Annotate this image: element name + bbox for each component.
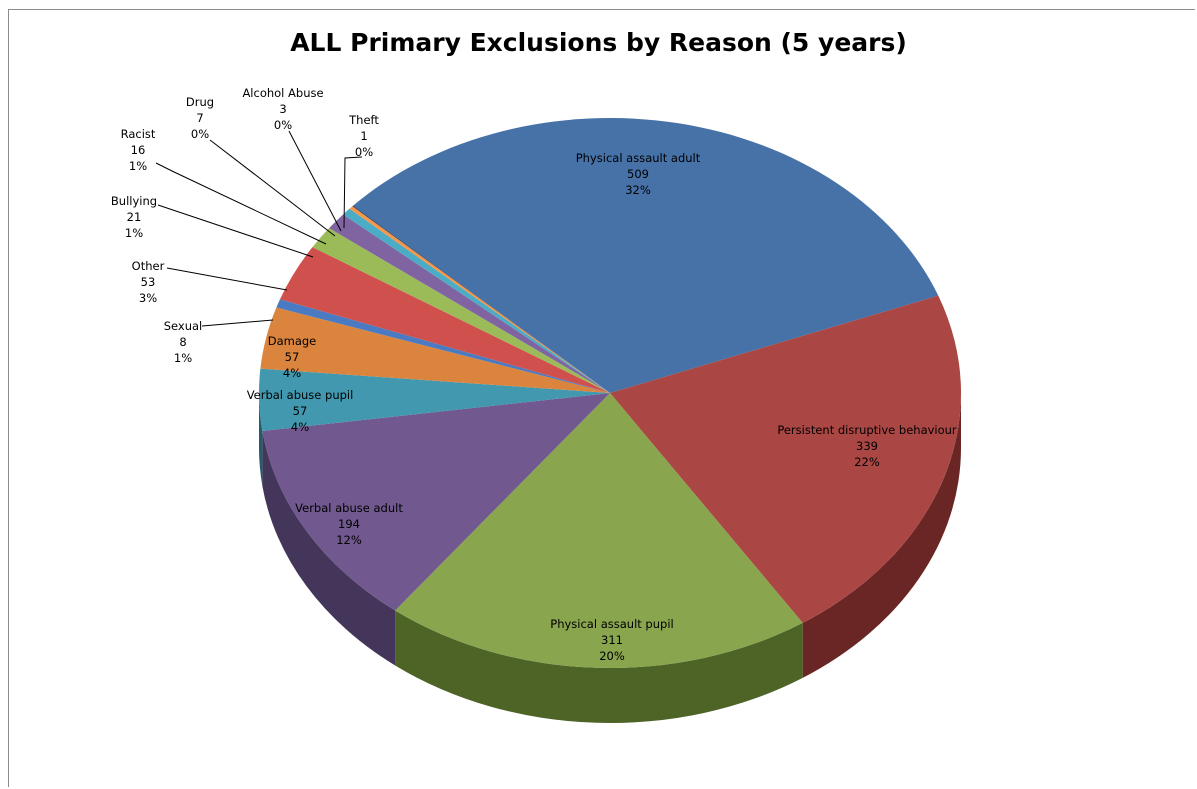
data-label-persistent-disruptive-behaviour-percent: 22% xyxy=(854,455,880,469)
data-label-drug-category: Drug xyxy=(186,95,214,109)
data-label-physical-assault-pupil-percent: 20% xyxy=(599,649,625,663)
pie-slice-theft[interactable] xyxy=(352,205,610,393)
leader-line-racist xyxy=(155,162,327,245)
data-label-damage-percent: 4% xyxy=(283,366,301,380)
leader-line-drug xyxy=(209,139,336,237)
data-label-bullying-value: 21 xyxy=(127,210,142,224)
data-label-verbal-abuse-pupil-value: 57 xyxy=(293,404,308,418)
pie-side-persistent-disruptive-behaviour xyxy=(802,393,961,678)
leader-line-bullying xyxy=(157,204,314,258)
data-label-other-percent: 3% xyxy=(139,291,157,305)
pie-slice-damage[interactable] xyxy=(260,307,610,393)
data-label-sexual-category: Sexual xyxy=(164,319,203,333)
data-label-alcohol-abuse-percent: 0% xyxy=(274,118,292,132)
data-label-alcohol-abuse-value: 3 xyxy=(279,102,286,116)
data-label-physical-assault-adult-value: 509 xyxy=(627,167,649,181)
pie-side-physical-assault-pupil xyxy=(395,610,803,723)
data-label-theft-category: Theft xyxy=(348,113,379,127)
data-label-damage-category: Damage xyxy=(268,334,317,348)
data-label-physical-assault-adult-category: Physical assault adult xyxy=(576,151,701,165)
chart-title: ALL Primary Exclusions by Reason (5 year… xyxy=(290,28,907,57)
data-label-persistent-disruptive-behaviour-category: Persistent disruptive behaviour xyxy=(777,423,957,437)
leader-line-sexual xyxy=(201,319,274,327)
pie-slice-physical-assault-adult[interactable] xyxy=(353,118,939,394)
data-label-verbal-abuse-adult-value: 194 xyxy=(338,517,360,531)
data-label-alcohol-abuse-category: Alcohol Abuse xyxy=(242,86,323,100)
pie-slice-physical-assault-pupil[interactable] xyxy=(395,393,803,668)
data-label-racist-value: 16 xyxy=(131,143,146,157)
pie-slice-verbal-abuse-adult[interactable] xyxy=(262,393,610,611)
data-label-physical-assault-pupil-category: Physical assault pupil xyxy=(550,617,673,631)
pie-slice-bullying[interactable] xyxy=(312,228,610,393)
data-label-drug-value: 7 xyxy=(196,111,203,125)
data-label-racist-category: Racist xyxy=(121,127,156,141)
pie-side-verbal-abuse-pupil xyxy=(259,393,263,486)
data-label-sexual-percent: 1% xyxy=(174,351,192,365)
data-label-bullying-category: Bullying xyxy=(111,194,157,208)
leader-line-other xyxy=(166,267,288,291)
pie-slice-alcohol-abuse[interactable] xyxy=(349,206,610,393)
pie-slice-other[interactable] xyxy=(280,247,610,393)
pie-slice-persistent-disruptive-behaviour[interactable] xyxy=(610,295,961,623)
data-label-physical-assault-adult-percent: 32% xyxy=(625,183,651,197)
pie-slice-racist[interactable] xyxy=(329,214,610,393)
data-label-other-category: Other xyxy=(132,259,165,273)
data-label-other-value: 53 xyxy=(141,275,156,289)
leader-line-theft xyxy=(343,156,363,229)
data-label-sexual-value: 8 xyxy=(179,335,186,349)
data-label-drug-percent: 0% xyxy=(191,127,209,141)
pie-slice-drug[interactable] xyxy=(343,208,610,393)
data-label-verbal-abuse-adult-category: Verbal abuse adult xyxy=(295,501,403,515)
data-label-verbal-abuse-pupil-percent: 4% xyxy=(291,420,309,434)
data-label-racist-percent: 1% xyxy=(129,159,147,173)
pie-slices xyxy=(258,118,961,668)
data-label-bullying-percent: 1% xyxy=(125,226,143,240)
data-label-persistent-disruptive-behaviour-value: 339 xyxy=(856,439,878,453)
data-label-verbal-abuse-pupil-category: Verbal abuse pupil xyxy=(247,388,354,402)
pie-slice-sexual[interactable] xyxy=(276,299,610,393)
pie-side-walls xyxy=(259,393,961,723)
data-label-theft-value: 1 xyxy=(360,129,367,143)
pie-side-verbal-abuse-adult xyxy=(262,430,396,666)
data-label-damage-value: 57 xyxy=(285,350,300,364)
data-labels: Physical assault adult 509 32% Persistent d… xyxy=(111,86,957,663)
data-label-verbal-abuse-adult-percent: 12% xyxy=(336,533,362,547)
pie-slice-verbal-abuse-pupil[interactable] xyxy=(258,368,610,431)
leader-line-alcohol-abuse xyxy=(288,130,342,232)
data-label-physical-assault-pupil-value: 311 xyxy=(601,633,623,647)
chart-area-border xyxy=(8,9,1195,787)
data-label-theft-percent: 0% xyxy=(355,145,373,159)
